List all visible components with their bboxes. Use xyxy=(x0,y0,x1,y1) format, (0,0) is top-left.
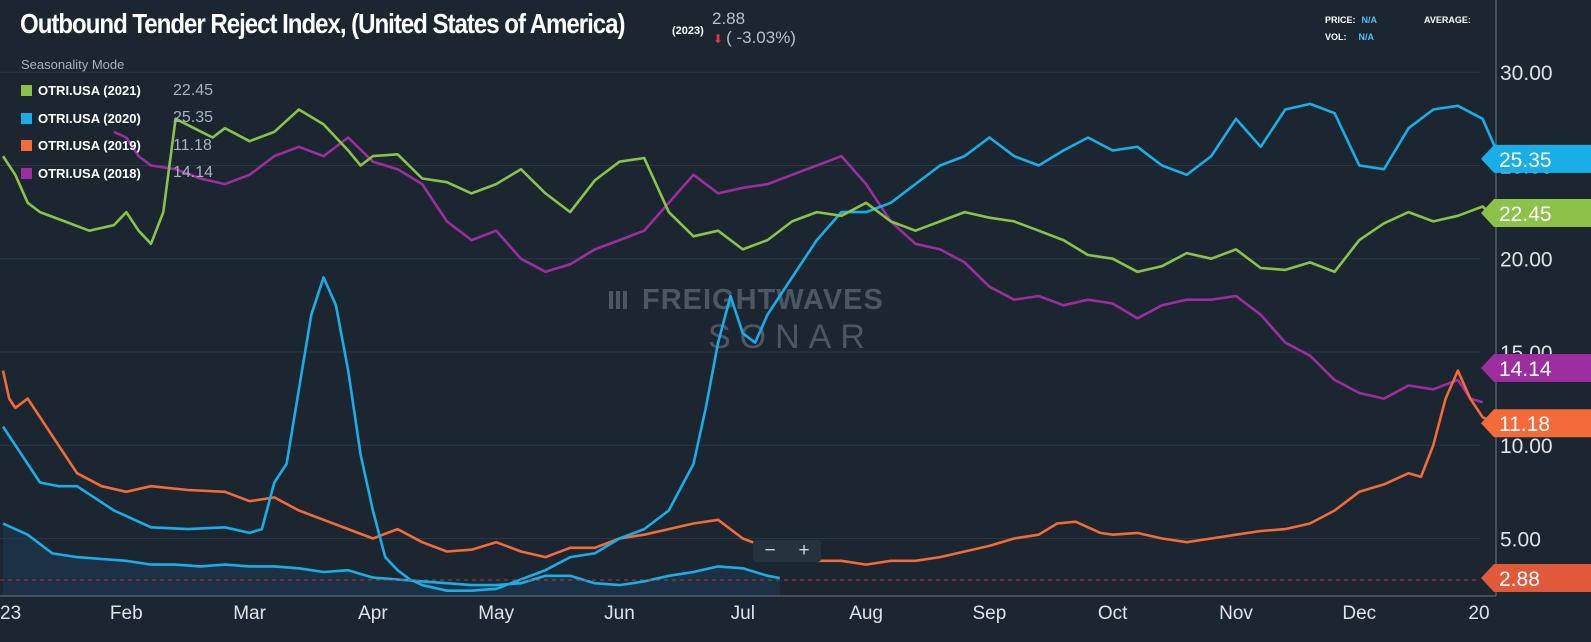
watermark-logo-bar xyxy=(616,291,620,309)
legend-item-2021[interactable]: OTRI.USA (2021) 22.45 xyxy=(21,77,213,105)
down-arrow-icon: ⬇ xyxy=(713,32,724,46)
chart-title: Outbound Tender Reject Index, (United St… xyxy=(20,8,626,39)
latest-change-text: ( -3.03%) xyxy=(726,28,796,47)
last-value-tag: 25.35 xyxy=(1481,144,1591,173)
legend-swatch xyxy=(21,112,32,124)
price-label: PRICE: xyxy=(1325,15,1356,25)
watermark-logo-bar xyxy=(609,291,613,309)
x-tick-label: 20 xyxy=(1468,603,1489,624)
y-tick-label: 10.00 xyxy=(1500,435,1553,458)
last-value-tags: 25.35 22.45 14.14 11.18 2.88 xyxy=(1481,144,1591,592)
legend-swatch xyxy=(21,140,32,152)
legend-item-2018[interactable]: OTRI.USA (2018) 14.14 xyxy=(21,160,213,188)
latest-value: 2.88 xyxy=(712,9,746,28)
year-tag: (2023) xyxy=(672,25,704,37)
latest-change: ⬇( -3.03%) xyxy=(713,28,796,48)
series-area xyxy=(3,523,780,596)
x-axis: 23 Feb Mar Apr May Jun Jul Aug Sep Oct Nov Dec 20 xyxy=(0,595,1496,624)
value-tag-label: 22.45 xyxy=(1499,203,1552,226)
x-tick-label: Oct xyxy=(1098,603,1128,624)
value-tag-shape xyxy=(1481,564,1591,592)
last-value-tag: 22.45 xyxy=(1481,199,1591,228)
legend: OTRI.USA (2021) 22.45 OTRI.USA (2020) 25… xyxy=(21,77,213,187)
x-tick-label: May xyxy=(478,603,514,624)
value-tag-shape xyxy=(1481,144,1591,173)
watermark-line2: SONAR xyxy=(708,318,874,356)
x-tick-label: Mar xyxy=(233,603,266,624)
x-tick-label: Jun xyxy=(604,603,635,624)
legend-swatch xyxy=(21,167,32,179)
legend-value: 22.45 xyxy=(173,81,214,99)
legend-name: OTRI.USA (2021) xyxy=(38,83,141,99)
y-tick-label: 30.00 xyxy=(1500,62,1553,85)
watermark-logo-bar xyxy=(623,291,627,309)
x-tick-label: 23 xyxy=(0,603,21,624)
average-stat: AVERAGE: xyxy=(1424,15,1471,25)
legend-item-2020[interactable]: OTRI.USA (2020) 25.35 xyxy=(21,105,213,133)
plot-background xyxy=(0,0,1510,596)
x-tick-label: Jul xyxy=(731,603,755,624)
seasonality-mode-label: Seasonality Mode xyxy=(21,57,125,72)
series-line xyxy=(1,102,1509,593)
legend-name: OTRI.USA (2018) xyxy=(38,165,141,181)
vol-stat: VOL: N/A xyxy=(1325,32,1374,42)
value-tag-shape xyxy=(1481,409,1591,438)
watermark: FREIGHTWAVES SONAR xyxy=(609,284,884,356)
y-tick-label: 20.00 xyxy=(1500,249,1553,272)
legend-name: OTRI.USA (2019) xyxy=(38,138,141,154)
series-line xyxy=(113,130,1483,404)
legend-name: OTRI.USA (2020) xyxy=(38,110,141,126)
legend-value: 14.14 xyxy=(173,164,214,182)
legend-swatch xyxy=(21,85,32,97)
title-block: Outbound Tender Reject Index, (United St… xyxy=(20,8,723,40)
legend-value: 25.35 xyxy=(173,109,214,127)
series-line xyxy=(1,108,1508,274)
watermark-line1: FREIGHTWAVES xyxy=(642,284,884,316)
x-tick-label: Aug xyxy=(849,603,883,624)
vol-value: N/A xyxy=(1358,32,1375,42)
zoom-out-button[interactable]: − xyxy=(764,540,776,561)
value-tag-label: 2.88 xyxy=(1499,568,1540,591)
x-tick-label: Dec xyxy=(1342,603,1376,624)
series-line xyxy=(2,522,781,587)
last-value-tag: 14.14 xyxy=(1481,354,1591,383)
value-tag-shape xyxy=(1481,354,1591,383)
value-tag-label: 14.14 xyxy=(1499,358,1552,381)
price-value: N/A xyxy=(1361,15,1378,25)
area-fill xyxy=(3,523,780,596)
zoom-controls: − + xyxy=(753,540,821,562)
legend-value: 11.18 xyxy=(173,136,212,154)
x-tick-label: Nov xyxy=(1219,603,1253,624)
price-stat: PRICE: N/A xyxy=(1325,15,1377,25)
zoom-in-button[interactable]: + xyxy=(798,540,810,561)
average-label: AVERAGE: xyxy=(1424,15,1471,25)
vol-label: VOL: xyxy=(1325,32,1347,42)
grid-lines xyxy=(0,71,1480,539)
value-tag-shape xyxy=(1481,199,1591,228)
value-tag-label: 11.18 xyxy=(1499,413,1550,436)
x-tick-label: Sep xyxy=(972,603,1006,624)
x-tick-label: Apr xyxy=(358,603,388,624)
value-tag-label: 25.35 xyxy=(1499,149,1552,172)
last-value-tag: 2.88 xyxy=(1481,564,1591,592)
x-tick-label: Feb xyxy=(110,603,143,624)
last-value-tag: 11.18 xyxy=(1481,409,1591,438)
y-tick-label: 5.00 xyxy=(1500,528,1541,551)
legend-item-2019[interactable]: OTRI.USA (2019) 11.18 xyxy=(21,132,213,160)
